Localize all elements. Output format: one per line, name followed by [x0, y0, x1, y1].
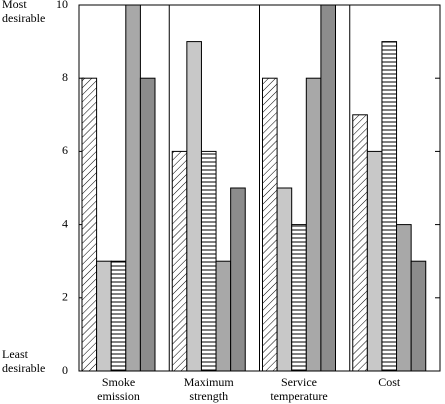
- bar: [352, 114, 368, 372]
- bar: [320, 4, 336, 372]
- y-tick-label: 8: [62, 70, 68, 84]
- y-tick-label: 4: [62, 216, 68, 230]
- bar: [139, 77, 156, 372]
- y-tick-label: 2: [62, 290, 68, 304]
- annotation-top: Most desirable: [2, 0, 45, 25]
- y-tick-label: 6: [62, 143, 68, 157]
- bar: [215, 260, 232, 372]
- bar: [291, 224, 307, 372]
- bar: [125, 4, 141, 372]
- bar: [96, 260, 112, 372]
- y-tick-label: 0: [62, 363, 68, 377]
- bar: [396, 224, 412, 372]
- x-tick-label: Service temperature: [270, 375, 327, 403]
- bar: [276, 187, 293, 372]
- bar: [410, 260, 427, 372]
- bar: [81, 77, 98, 372]
- bar: [171, 150, 188, 372]
- annotation-bottom: Least desirable: [2, 347, 45, 375]
- bar: [381, 41, 398, 372]
- x-tick-label: Cost: [378, 375, 401, 389]
- bar: [186, 41, 202, 372]
- bar: [262, 77, 278, 372]
- bar: [305, 77, 322, 372]
- x-tick-label: Maximum strength: [184, 375, 235, 403]
- bar: [200, 150, 217, 372]
- x-tick-label: Smoke emission: [97, 375, 140, 403]
- y-tick-label: 10: [56, 0, 68, 11]
- bar: [230, 187, 246, 372]
- bar: [366, 150, 383, 372]
- bar: [110, 260, 127, 372]
